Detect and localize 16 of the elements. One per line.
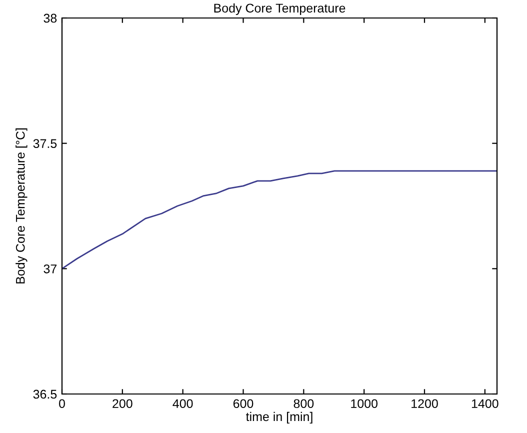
line-series	[62, 170, 497, 270]
x-tick-label: 0	[59, 399, 65, 408]
x-tick-label: 200	[112, 399, 132, 408]
x-tick-label: 400	[172, 399, 193, 408]
x-tick-label: 1200	[412, 399, 438, 408]
x-tick-label: 1400	[472, 399, 498, 408]
x-tick-label: 1000	[351, 399, 378, 408]
y-tick-label: 37	[44, 264, 57, 274]
y-tick-label: 36.5	[33, 390, 57, 399]
x-tick-label: 600	[233, 399, 254, 408]
y-tick-label: 38	[44, 14, 57, 23]
chart-title: Body Core Temperature	[214, 3, 346, 16]
y-tick-label: 37.5	[33, 139, 57, 148]
y-axis-title: Body Core Temperature [°C]	[16, 128, 28, 284]
x-tick-label: 800	[294, 399, 314, 408]
x-axis-title: time in [min]	[246, 412, 312, 424]
